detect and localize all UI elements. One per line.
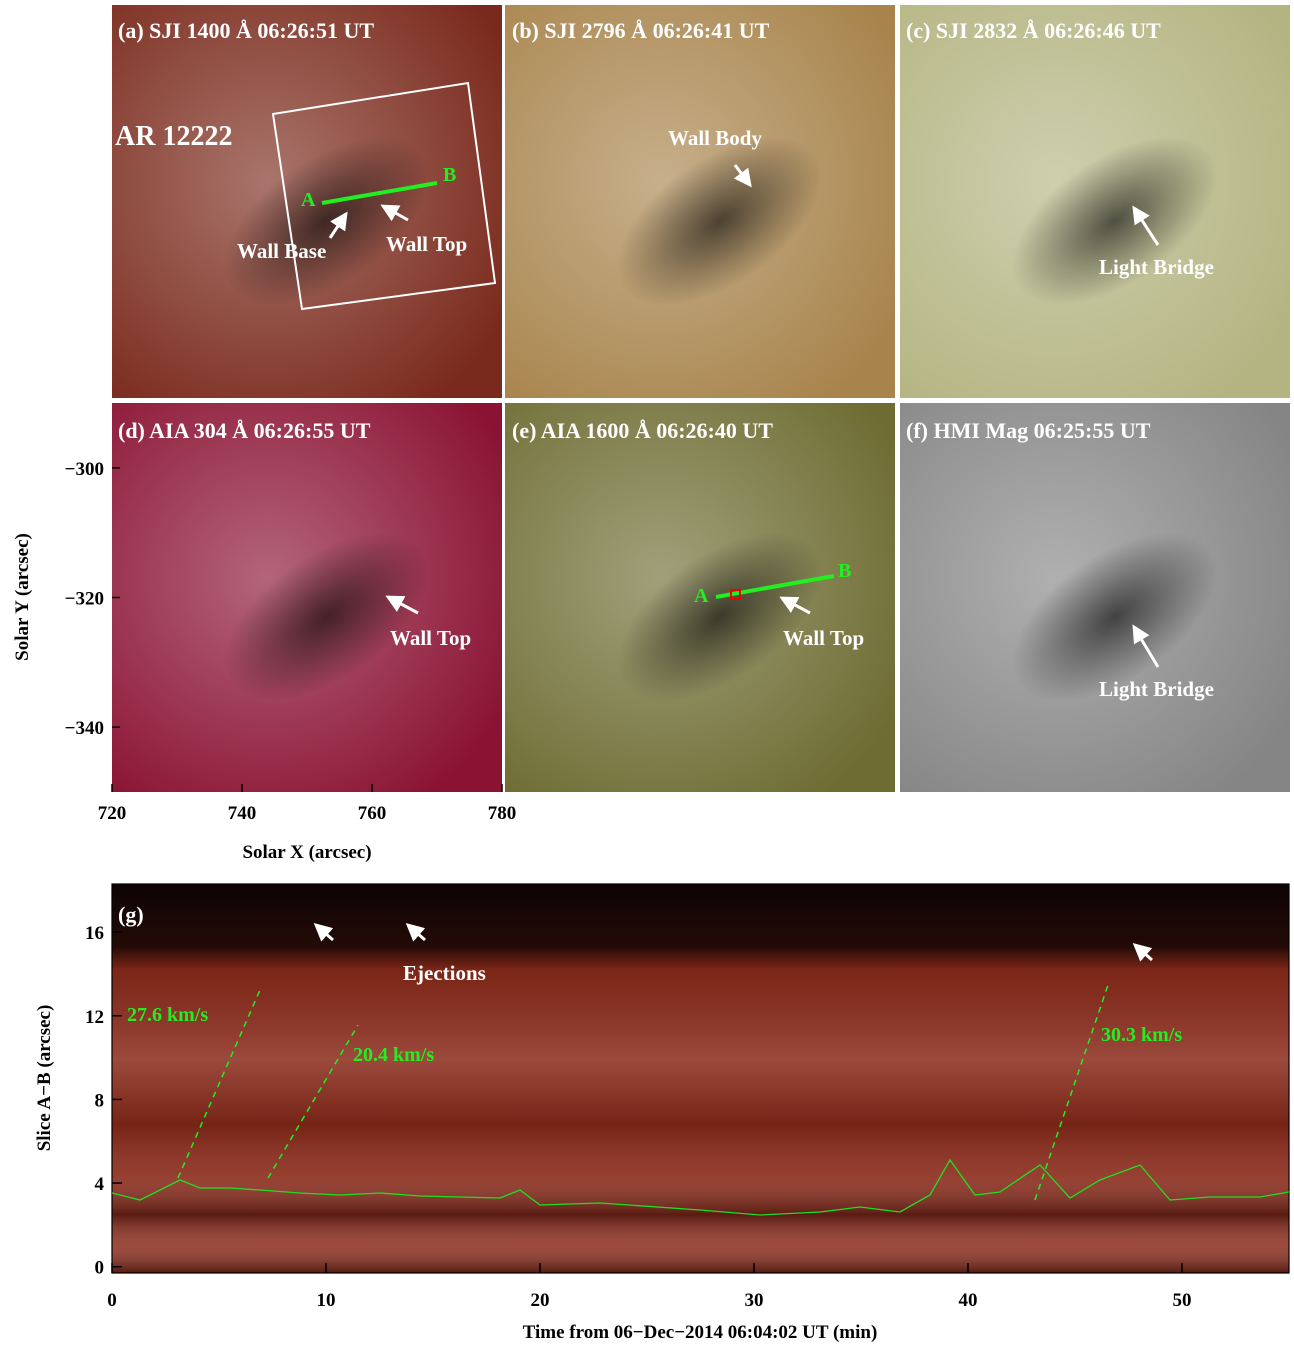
panel-label: (g) (118, 902, 144, 927)
x-tick-label: 10 (317, 1290, 336, 1311)
x-axis-label: Time from 06−Dec−2014 06:04:02 UT (min) (523, 1322, 878, 1343)
figure: (a) SJI 1400 Å 06:26:51 UT (b) SJI 2796 … (0, 0, 1294, 1345)
x-tick-label: 40 (959, 1290, 978, 1311)
y-tick-label: 16 (85, 923, 104, 944)
annotation: Wall Top (783, 626, 864, 650)
panel-label: (d) AIA 304 Å 06:26:55 UT (118, 418, 371, 443)
y-tick-label: 8 (95, 1090, 105, 1111)
y-axis-label: Slice A−B (arcsec) (34, 1005, 55, 1152)
annotation: AR 12222 (115, 121, 232, 152)
x-tick-label: 740 (228, 803, 257, 824)
annotation: Wall Top (386, 232, 467, 256)
annotation: 27.6 km/s (127, 1004, 208, 1026)
annotation: Wall Base (237, 239, 326, 263)
panels (112, 5, 1290, 1273)
x-tick-label: 50 (1173, 1290, 1192, 1311)
y-tick-label: 0 (95, 1258, 105, 1279)
annotation: Ejections (403, 961, 486, 985)
x-tick-label: 20 (531, 1290, 550, 1311)
y-tick-label: −300 (65, 459, 104, 480)
x-tick-label: 720 (98, 803, 127, 824)
y-axis-label: Solar Y (arcsec) (12, 533, 33, 661)
x-tick-label: 30 (745, 1290, 764, 1311)
x-axis-label: Solar X (arcsec) (242, 842, 371, 863)
x-tick-label: 0 (107, 1290, 117, 1311)
x-tick-label: 760 (358, 803, 387, 824)
panel-label: (e) AIA 1600 Å 06:26:40 UT (512, 418, 773, 443)
annotation: A (694, 585, 709, 607)
annotation: Light Bridge (1099, 255, 1214, 279)
annotation: Wall Body (668, 126, 762, 150)
annotation: A (301, 189, 316, 211)
annotation: Wall Top (390, 626, 471, 650)
panel-label: (f) HMI Mag 06:25:55 UT (906, 418, 1151, 443)
annotation: B (838, 560, 851, 582)
panel-label: (a) SJI 1400 Å 06:26:51 UT (118, 18, 374, 43)
y-tick-label: 4 (95, 1174, 105, 1195)
annotation: B (443, 164, 456, 186)
y-tick-label: −320 (65, 589, 104, 610)
annotation: 20.4 km/s (353, 1044, 434, 1066)
panel-label: (b) SJI 2796 Å 06:26:41 UT (512, 18, 770, 43)
panel-label: (c) SJI 2832 Å 06:26:46 UT (906, 18, 1161, 43)
panel-shade (112, 884, 1289, 1273)
annotation: 30.3 km/s (1101, 1024, 1182, 1046)
annotation: Light Bridge (1099, 677, 1214, 701)
x-tick-label: 780 (488, 803, 517, 824)
y-tick-label: −340 (65, 718, 104, 739)
y-tick-label: 12 (85, 1007, 104, 1028)
